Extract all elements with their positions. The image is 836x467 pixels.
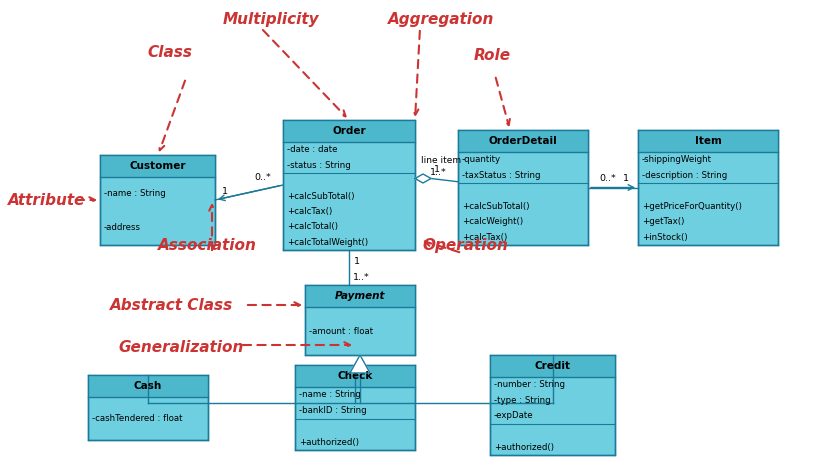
Bar	[458, 130, 588, 245]
Text: +getPriceForQuantity(): +getPriceForQuantity()	[642, 202, 742, 211]
Bar	[88, 375, 208, 440]
Text: Class: Class	[147, 45, 192, 60]
Text: +authorized(): +authorized()	[494, 443, 554, 452]
Bar	[295, 365, 415, 450]
Text: +getTax(): +getTax()	[642, 217, 685, 226]
Text: Generalization: Generalization	[118, 340, 243, 355]
Text: +calcTotalWeight(): +calcTotalWeight()	[287, 238, 368, 247]
Text: Check: Check	[337, 371, 373, 381]
Bar	[458, 130, 588, 152]
Text: 1..*: 1..*	[430, 168, 446, 177]
Text: -name : String: -name : String	[299, 390, 361, 399]
Text: 1: 1	[623, 174, 629, 183]
Bar	[638, 130, 778, 245]
Text: -taxStatus : String: -taxStatus : String	[462, 171, 541, 180]
Bar	[490, 355, 615, 455]
Text: -cashTendered : float: -cashTendered : float	[92, 414, 182, 423]
Text: +calcTax(): +calcTax()	[287, 207, 332, 216]
Text: 1: 1	[434, 165, 440, 174]
Text: Aggregation: Aggregation	[388, 12, 494, 27]
Text: +calcTotal(): +calcTotal()	[287, 222, 338, 231]
Bar	[638, 130, 778, 152]
Text: Order: Order	[332, 126, 366, 136]
Text: 0..*: 0..*	[599, 174, 616, 183]
Bar	[305, 285, 415, 355]
Text: Item: Item	[695, 136, 721, 146]
Text: -amount : float: -amount : float	[309, 326, 373, 335]
Text: +calcSubTotal(): +calcSubTotal()	[462, 202, 529, 211]
Text: +calcTax(): +calcTax()	[462, 233, 507, 242]
Text: Cash: Cash	[134, 381, 162, 391]
Bar	[283, 120, 415, 250]
Text: Association: Association	[158, 238, 257, 253]
Text: -name : String: -name : String	[104, 190, 166, 198]
Text: Operation: Operation	[422, 238, 508, 253]
Text: -expDate: -expDate	[494, 411, 533, 420]
Polygon shape	[350, 355, 370, 373]
Text: Payment: Payment	[334, 291, 385, 301]
Text: -date : date: -date : date	[287, 145, 338, 154]
Text: Abstract Class: Abstract Class	[110, 298, 233, 313]
Text: -number : String: -number : String	[494, 380, 565, 389]
Bar	[295, 365, 415, 387]
Text: 0..*: 0..*	[255, 172, 272, 182]
Text: Role: Role	[474, 48, 511, 63]
Text: -description : String: -description : String	[642, 171, 727, 180]
Text: Attribute: Attribute	[8, 193, 85, 208]
Polygon shape	[415, 174, 431, 183]
Bar	[100, 155, 215, 177]
Text: +authorized(): +authorized()	[299, 438, 359, 446]
Text: line item: line item	[421, 156, 461, 165]
Text: 1..*: 1..*	[353, 273, 370, 282]
Bar	[88, 375, 208, 397]
Text: OrderDetail: OrderDetail	[488, 136, 558, 146]
Text: 1: 1	[222, 187, 228, 197]
Text: 1: 1	[354, 257, 360, 267]
Bar	[283, 120, 415, 142]
Text: +calcWeight(): +calcWeight()	[462, 217, 523, 226]
Text: +calcSubTotal(): +calcSubTotal()	[287, 191, 354, 200]
Text: -bankID : String: -bankID : String	[299, 406, 367, 415]
Text: -type : String: -type : String	[494, 396, 551, 405]
Text: +inStock(): +inStock()	[642, 233, 688, 242]
Bar	[100, 155, 215, 245]
Text: -status : String: -status : String	[287, 161, 351, 170]
Text: Customer: Customer	[130, 161, 186, 171]
Bar	[305, 285, 415, 307]
Text: Credit: Credit	[534, 361, 570, 371]
Text: -address: -address	[104, 224, 141, 233]
Text: Multiplicity: Multiplicity	[223, 12, 319, 27]
Text: -quantity: -quantity	[462, 155, 501, 164]
Text: -shippingWeight: -shippingWeight	[642, 155, 712, 164]
Bar	[490, 355, 615, 377]
